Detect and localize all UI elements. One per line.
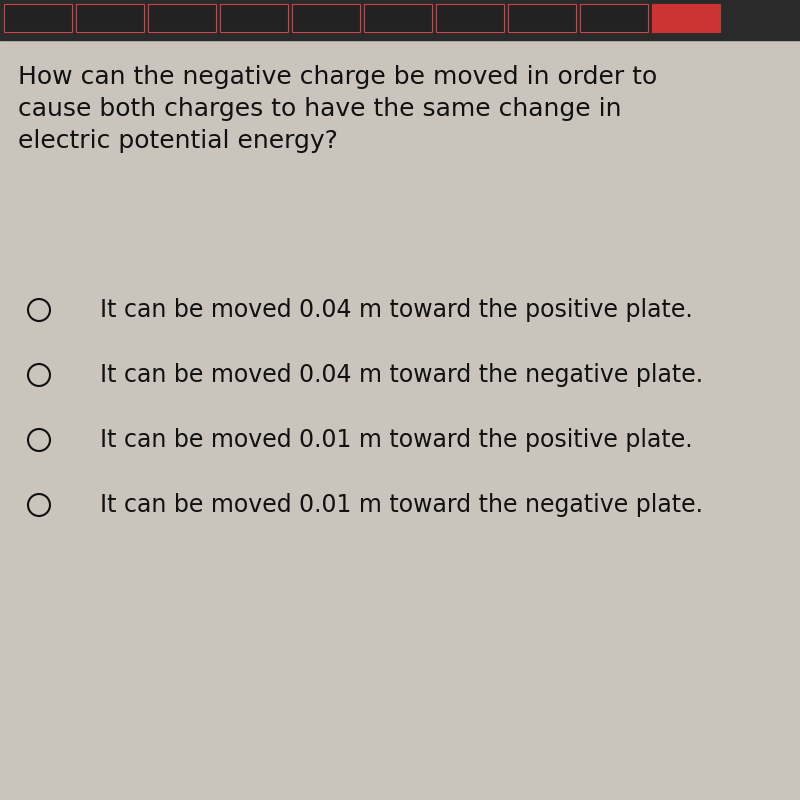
Text: It can be moved 0.04 m toward the positive plate.: It can be moved 0.04 m toward the positi…	[100, 298, 693, 322]
FancyBboxPatch shape	[580, 4, 648, 32]
Text: It can be moved 0.04 m toward the negative plate.: It can be moved 0.04 m toward the negati…	[100, 363, 703, 387]
FancyBboxPatch shape	[220, 4, 288, 32]
FancyBboxPatch shape	[4, 4, 72, 32]
FancyBboxPatch shape	[292, 4, 360, 32]
FancyBboxPatch shape	[652, 4, 720, 32]
Text: How can the negative charge be moved in order to: How can the negative charge be moved in …	[18, 65, 658, 89]
Text: It can be moved 0.01 m toward the positive plate.: It can be moved 0.01 m toward the positi…	[100, 428, 693, 452]
FancyBboxPatch shape	[652, 4, 720, 32]
Text: It can be moved 0.01 m toward the negative plate.: It can be moved 0.01 m toward the negati…	[100, 493, 703, 517]
FancyBboxPatch shape	[76, 4, 144, 32]
Text: electric potential energy?: electric potential energy?	[18, 129, 338, 153]
Bar	[0, 0, 800, 40]
Text: cause both charges to have the same change in: cause both charges to have the same chan…	[18, 97, 622, 121]
FancyBboxPatch shape	[508, 4, 576, 32]
FancyBboxPatch shape	[364, 4, 432, 32]
FancyBboxPatch shape	[148, 4, 216, 32]
FancyBboxPatch shape	[436, 4, 504, 32]
